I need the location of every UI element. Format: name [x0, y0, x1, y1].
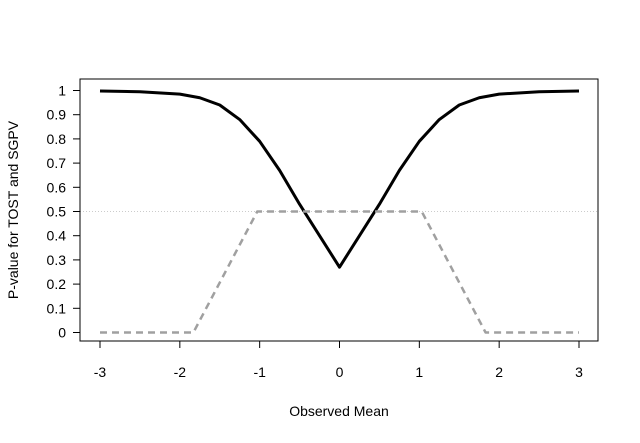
y-axis-title: P-value for TOST and SGPV — [5, 120, 21, 299]
plot-frame — [79, 78, 599, 342]
y-tick-label-7: 0.7 — [47, 155, 67, 171]
x-tick-label-1: -2 — [174, 364, 187, 380]
y-axis: 0 0.1 0.2 0.3 0.4 0.5 0.6 0.7 0.8 0.9 1 — [47, 83, 81, 341]
y-tick-label-2: 0.2 — [47, 276, 67, 292]
y-tick-label-10: 1 — [58, 83, 66, 99]
x-tick-label-6: 3 — [575, 364, 583, 380]
y-tick-label-1: 0.1 — [47, 300, 67, 316]
x-tick-label-2: -1 — [253, 364, 266, 380]
series-line-0 — [99, 89, 580, 269]
y-tick-label-4: 0.4 — [47, 228, 67, 244]
y-tick-label-0: 0 — [58, 325, 66, 341]
x-axis: -3 -2 -1 0 1 2 3 — [94, 340, 583, 380]
series-layer — [99, 89, 580, 334]
y-tick-label-8: 0.8 — [47, 131, 67, 147]
x-axis-title: Observed Mean — [289, 403, 389, 419]
x-tick-label-5: 2 — [495, 364, 503, 380]
series-line-1 — [100, 210, 579, 334]
y-tick-label-5: 0.5 — [47, 204, 67, 220]
y-tick-label-3: 0.3 — [47, 252, 67, 268]
x-tick-label-0: -3 — [94, 364, 107, 380]
x-tick-label-3: 0 — [336, 364, 344, 380]
x-tick-label-4: 1 — [415, 364, 423, 380]
y-tick-label-6: 0.6 — [47, 179, 67, 195]
y-tick-label-9: 0.9 — [47, 107, 67, 123]
